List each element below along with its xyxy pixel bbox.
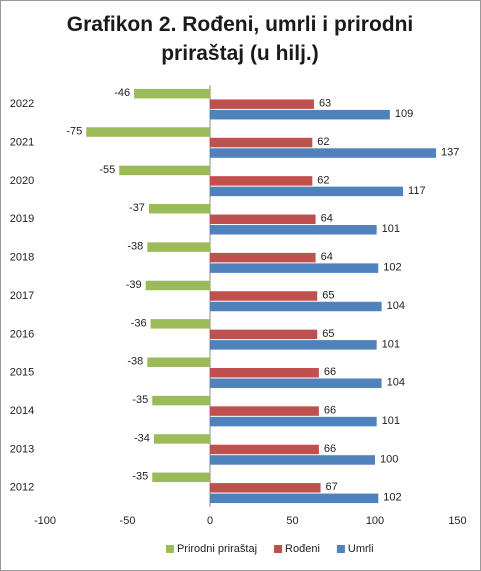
legend-swatch: [165, 545, 174, 553]
y-tick-label: 2016: [10, 328, 34, 340]
x-tick-label: 0: [207, 515, 213, 527]
x-tick-label: 150: [448, 515, 466, 527]
data-label: 109: [395, 108, 413, 120]
data-label: -39: [126, 279, 142, 291]
bar: [147, 357, 210, 367]
bar: [210, 252, 316, 263]
chart-title: Grafikon 2. Rođeni, umrli i prirodni pri…: [66, 13, 414, 65]
bar: [210, 493, 379, 504]
bar: [210, 176, 313, 186]
bar: [152, 472, 210, 483]
bar: [150, 319, 210, 329]
bar: [86, 127, 210, 137]
data-label: 104: [387, 300, 405, 312]
bar: [210, 455, 375, 465]
data-label: 137: [441, 146, 459, 158]
bar: [153, 434, 210, 444]
data-label: -38: [127, 356, 143, 368]
bar: [210, 416, 377, 427]
data-label: 62: [317, 136, 329, 148]
data-label: 100: [380, 453, 398, 465]
data-label: -38: [127, 241, 143, 253]
data-label: 66: [324, 404, 336, 416]
bar: [210, 291, 318, 301]
legend-swatch: [274, 545, 283, 553]
data-label: 101: [382, 223, 400, 235]
bar: [147, 242, 210, 252]
bar: [210, 329, 318, 340]
x-tick-label: 100: [366, 515, 384, 527]
bar: [145, 280, 210, 291]
legend-swatch: [336, 545, 345, 553]
bar: [210, 367, 319, 378]
x-tick-label: -100: [34, 515, 56, 527]
data-label: 101: [382, 338, 400, 350]
data-label: 63: [319, 98, 331, 110]
bar: [210, 137, 313, 148]
bar: [210, 340, 377, 350]
x-tick-label: 50: [286, 515, 298, 527]
data-label: 117: [408, 185, 426, 197]
data-label: 102: [383, 492, 401, 504]
y-tick-label: 2015: [10, 367, 34, 379]
data-label: 104: [387, 377, 405, 389]
bar: [210, 444, 319, 455]
bar: [210, 406, 319, 416]
bar: [210, 483, 321, 493]
data-label: -34: [134, 432, 150, 444]
bar: [119, 165, 210, 176]
data-label: 66: [324, 443, 336, 455]
data-label: 64: [321, 251, 333, 263]
bar: [210, 109, 390, 120]
data-label: 67: [326, 481, 338, 493]
data-label: 102: [383, 262, 401, 274]
y-tick-label: 2020: [10, 175, 34, 187]
y-tick-label: 2017: [10, 290, 34, 302]
bar: [134, 88, 210, 99]
data-label: -36: [131, 317, 147, 329]
bar: [148, 204, 210, 214]
bar: [210, 378, 382, 388]
bar: [210, 99, 314, 109]
y-tick-label: 2018: [10, 252, 34, 264]
y-tick-label: 2021: [10, 136, 34, 148]
data-label: -55: [99, 164, 115, 176]
y-tick-label: 2013: [10, 443, 34, 455]
data-label: -35: [132, 471, 148, 483]
data-label: -75: [66, 125, 82, 137]
y-tick-label: 2019: [10, 213, 34, 225]
data-label: 65: [322, 328, 334, 340]
data-label: 101: [382, 415, 400, 427]
bar: [152, 395, 210, 406]
data-label: -37: [129, 202, 145, 214]
legend-label: Prirodni priraštaj: [177, 543, 257, 555]
data-label: 65: [322, 289, 334, 301]
data-label: -46: [114, 87, 130, 99]
legend-label: Rođeni: [285, 543, 320, 555]
x-tick-label: -50: [120, 515, 136, 527]
y-tick-label: 2014: [10, 405, 34, 417]
bar: [210, 214, 316, 225]
bar: [210, 186, 404, 197]
data-label: -35: [132, 394, 148, 406]
bar: [210, 225, 377, 235]
bar: [210, 263, 379, 273]
legend-label: Umrli: [348, 543, 374, 555]
data-label: 66: [324, 366, 336, 378]
data-label: 64: [321, 213, 333, 225]
bar: [210, 301, 382, 312]
y-tick-label: 2022: [10, 98, 34, 110]
data-label: 62: [317, 174, 329, 186]
bar: [210, 148, 437, 158]
y-tick-label: 2012: [10, 482, 34, 494]
